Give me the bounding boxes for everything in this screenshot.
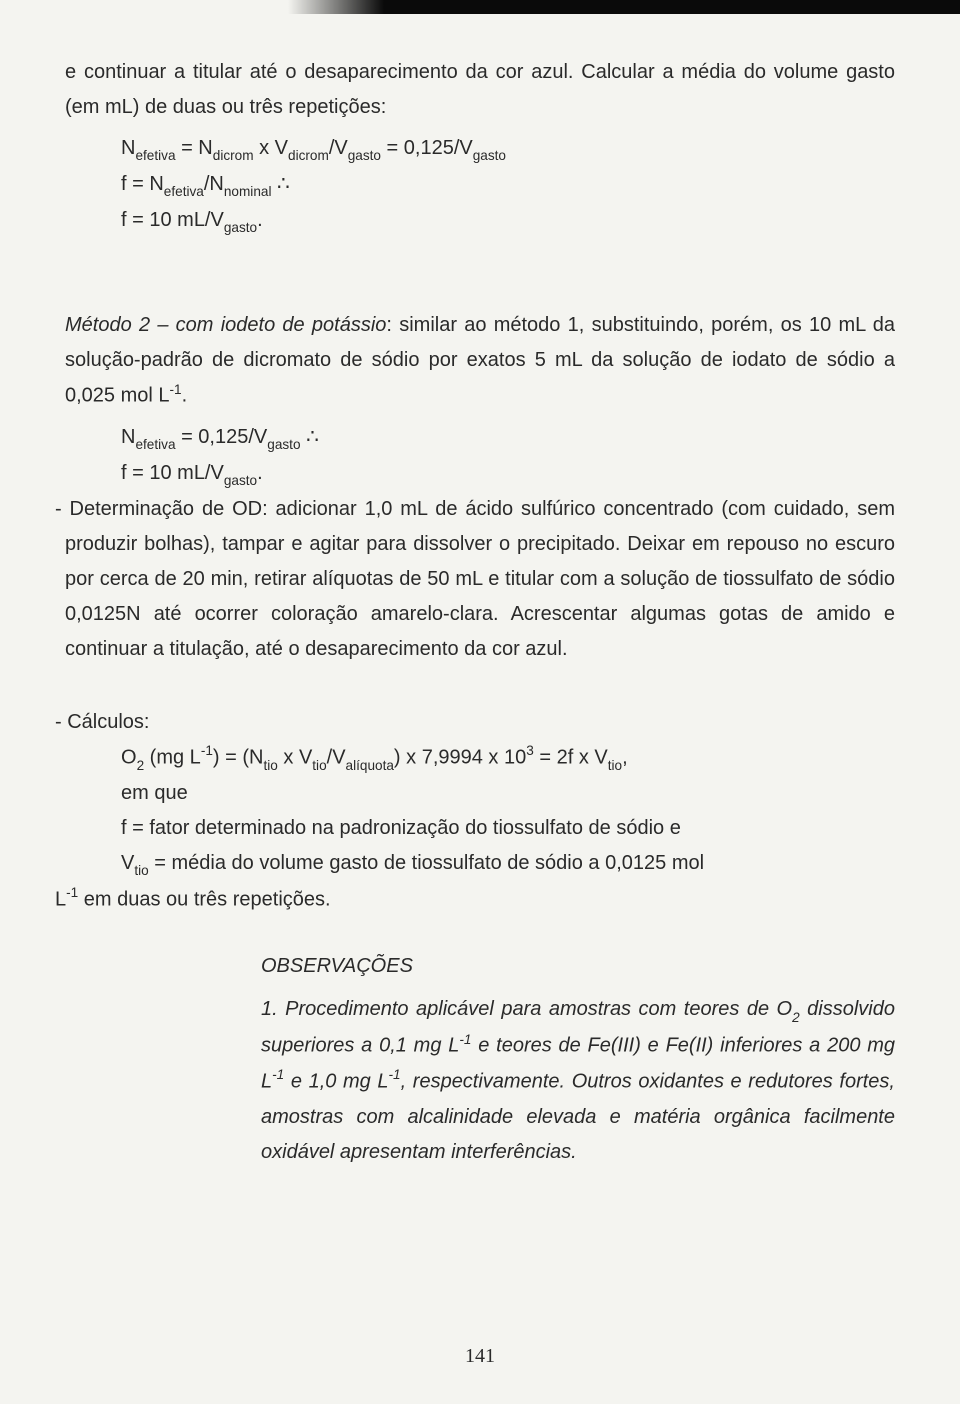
eq1-line1: Nefetiva = Ndicrom x Vdicrom/Vgasto = 0,…	[121, 131, 895, 167]
obs-text: e 1,0 mg L	[284, 1071, 388, 1093]
eq-text: .	[257, 462, 263, 484]
spacer	[65, 917, 895, 949]
eq1-line2: f = Nefetiva/Nnominal ∴	[121, 167, 895, 203]
eq-sub: gasto	[267, 437, 300, 452]
eq-text: /V	[329, 137, 348, 159]
eq-sub: tio	[312, 758, 326, 773]
eq-text: = 2f x V	[534, 746, 608, 768]
eq-text: ∴	[271, 173, 289, 195]
obs-num: 1.	[261, 998, 285, 1020]
eq-text: O	[121, 746, 137, 768]
obs-sub: 2	[792, 1010, 800, 1025]
paragraph-intro: e continuar a titular até o desaparecime…	[65, 55, 895, 125]
obs-sup: -1	[389, 1067, 401, 1082]
metodo2-lead: Método 2 – com iodeto de potássio	[65, 314, 386, 336]
text: .	[182, 385, 188, 407]
obs-title: OBSERVAÇÕES	[65, 949, 895, 984]
spacer	[65, 673, 895, 705]
eq-sub: alíquota	[346, 758, 394, 773]
eq-text: = N	[176, 137, 213, 159]
eq-sub: tio	[263, 758, 277, 773]
eq-sup: -1	[66, 885, 78, 900]
eq-sup: 3	[526, 743, 534, 758]
eq3-line1: O2 (mg L-1) = (Ntio x Vtio/Valíquota) x …	[121, 740, 895, 776]
eq-sub: gasto	[224, 473, 257, 488]
eq-text: f = 10 mL/V	[121, 209, 224, 231]
eq-sub: dicrom	[213, 148, 254, 163]
obs-text: Procedimento aplicável para amostras com…	[285, 998, 792, 1020]
eq3-def-f: f = fator determinado na padronização do…	[121, 811, 895, 846]
eq-text: N	[121, 426, 135, 448]
eq-text: f = N	[121, 173, 164, 195]
equation-block-3: O2 (mg L-1) = (Ntio x Vtio/Valíquota) x …	[65, 740, 895, 882]
eq-text: f = 10 mL/V	[121, 462, 224, 484]
eq-sub: gasto	[348, 148, 381, 163]
equation-block-1: Nefetiva = Ndicrom x Vdicrom/Vgasto = 0,…	[65, 131, 895, 238]
eq-text: ,	[622, 746, 628, 768]
eq-text: = média do volume gasto de tiossulfato d…	[149, 852, 704, 874]
eq-sub: tio	[134, 863, 148, 878]
page-number: 141	[0, 1339, 960, 1374]
obs-item-1: 1. Procedimento aplicável para amostras …	[65, 992, 895, 1169]
top-black-bar	[0, 0, 960, 14]
eq3-emque: em que	[121, 776, 895, 811]
equation-block-2: Nefetiva = 0,125/Vgasto ∴ f = 10 mL/Vgas…	[65, 420, 895, 492]
eq-text: ∴	[301, 426, 319, 448]
eq-text: /N	[204, 173, 224, 195]
calc-label: - Cálculos:	[55, 705, 895, 740]
eq-sub: efetiva	[135, 148, 175, 163]
eq-text: V	[121, 852, 134, 874]
text: - Determinação de OD: adicionar 1,0 mL d…	[55, 498, 895, 660]
obs-sup: -1	[459, 1032, 471, 1047]
eq-text: ) x 7,9994 x 10	[394, 746, 526, 768]
eq2-line2: f = 10 mL/Vgasto.	[121, 456, 895, 492]
eq-text: x V	[278, 746, 312, 768]
eq-text: .	[257, 209, 263, 231]
eq-sub: nominal	[224, 184, 272, 199]
paragraph-metodo2: Método 2 – com iodeto de potássio: simil…	[65, 308, 895, 414]
eq-sub: 2	[137, 758, 145, 773]
eq-text: = 0,125/V	[381, 137, 473, 159]
eq-text: ) = (N	[213, 746, 264, 768]
eq-sub: gasto	[224, 220, 257, 235]
text: - Cálculos:	[55, 711, 149, 733]
paragraph-determinacao: - Determinação de OD: adicionar 1,0 mL d…	[65, 492, 895, 667]
eq3-def-v-tail: L-1 em duas ou três repetições.	[55, 882, 895, 918]
eq-sub: gasto	[473, 148, 506, 163]
spacer	[65, 238, 895, 308]
eq2-line1: Nefetiva = 0,125/Vgasto ∴	[121, 420, 895, 456]
eq1-line3: f = 10 mL/Vgasto.	[121, 203, 895, 239]
text: e continuar a titular até o desaparecime…	[65, 61, 895, 118]
eq-text: N	[121, 137, 135, 159]
eq-sub: tio	[608, 758, 622, 773]
eq-text: (mg L	[144, 746, 201, 768]
eq-sub: dicrom	[288, 148, 329, 163]
eq-text: /V	[327, 746, 346, 768]
sup: -1	[170, 382, 182, 397]
eq-text: em duas ou três repetições.	[78, 888, 330, 910]
eq-sup: -1	[201, 743, 213, 758]
eq-text: L	[55, 888, 66, 910]
eq3-def-v: Vtio = média do volume gasto de tiossulf…	[121, 846, 895, 882]
eq-sub: efetiva	[135, 437, 175, 452]
obs-sup: -1	[272, 1067, 284, 1082]
eq-text: = 0,125/V	[176, 426, 268, 448]
eq-sub: efetiva	[164, 184, 204, 199]
eq-text: x V	[254, 137, 288, 159]
